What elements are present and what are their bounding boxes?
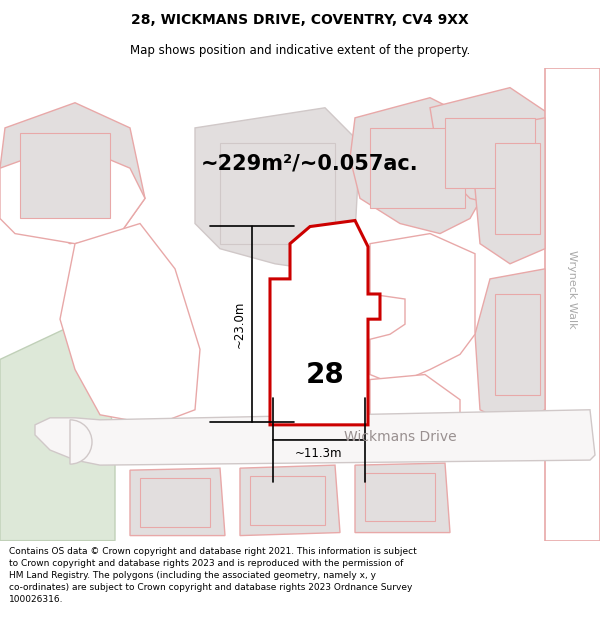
Polygon shape [545, 68, 600, 541]
Bar [20, 133, 110, 219]
Bar [495, 294, 540, 394]
Bar [140, 478, 210, 526]
Text: Wickmans Drive: Wickmans Drive [344, 430, 457, 444]
Polygon shape [240, 465, 340, 536]
Text: 28: 28 [305, 361, 344, 389]
Bar [495, 143, 540, 234]
Polygon shape [355, 463, 450, 532]
Polygon shape [370, 234, 475, 384]
Text: Wryneck Walk: Wryneck Walk [567, 249, 577, 328]
Wedge shape [70, 420, 92, 464]
Bar [288, 324, 358, 410]
Polygon shape [130, 468, 225, 536]
Text: ~11.3m: ~11.3m [295, 446, 343, 459]
Bar [445, 118, 535, 188]
Polygon shape [0, 143, 145, 244]
Polygon shape [370, 374, 460, 455]
Bar [250, 476, 325, 524]
Text: Map shows position and indicative extent of the property.: Map shows position and indicative extent… [130, 44, 470, 57]
Polygon shape [0, 324, 115, 541]
Bar [220, 143, 335, 244]
Polygon shape [350, 98, 490, 234]
Polygon shape [475, 118, 545, 264]
Polygon shape [60, 224, 200, 425]
Polygon shape [195, 107, 360, 269]
Bar [365, 473, 435, 521]
Text: Contains OS data © Crown copyright and database right 2021. This information is : Contains OS data © Crown copyright and d… [9, 548, 417, 604]
Text: 28, WICKMANS DRIVE, COVENTRY, CV4 9XX: 28, WICKMANS DRIVE, COVENTRY, CV4 9XX [131, 13, 469, 28]
Bar [370, 128, 465, 208]
Polygon shape [35, 410, 595, 465]
Polygon shape [270, 221, 380, 425]
Text: ~23.0m: ~23.0m [233, 301, 245, 348]
Polygon shape [430, 88, 558, 208]
Polygon shape [0, 102, 145, 244]
Text: ~229m²/~0.057ac.: ~229m²/~0.057ac. [201, 153, 419, 173]
Polygon shape [475, 269, 545, 425]
